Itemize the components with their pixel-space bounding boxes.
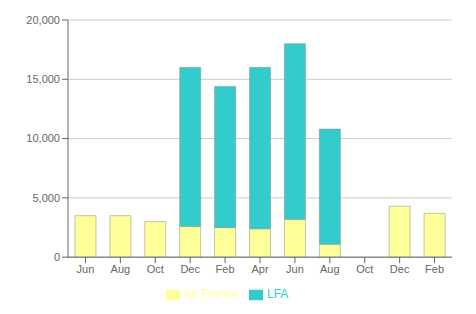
svg-text:Jun: Jun	[286, 263, 304, 275]
svg-text:Apr: Apr	[251, 263, 268, 275]
svg-text:Aug: Aug	[320, 263, 340, 275]
html-text:LFA: LFA	[267, 287, 289, 302]
svg-text:Feb: Feb	[216, 263, 235, 275]
svg-text:0: 0	[54, 251, 60, 263]
svg-text:Jun: Jun	[77, 263, 95, 275]
svg-text:Dec: Dec	[180, 263, 200, 275]
svg-text:Dec: Dec	[390, 263, 410, 275]
html-text:Air France: Air France	[183, 287, 239, 302]
svg-text:Oct: Oct	[147, 263, 164, 275]
svg-text:Feb: Feb	[425, 263, 444, 275]
svg-text:15,000: 15,000	[26, 73, 60, 85]
svg-text:20,000: 20,000	[26, 14, 60, 26]
svg-text:Oct: Oct	[356, 263, 373, 275]
svg-text:Aug: Aug	[111, 263, 131, 275]
svg-text:10,000: 10,000	[26, 132, 60, 144]
svg-text:5,000: 5,000	[32, 192, 60, 204]
